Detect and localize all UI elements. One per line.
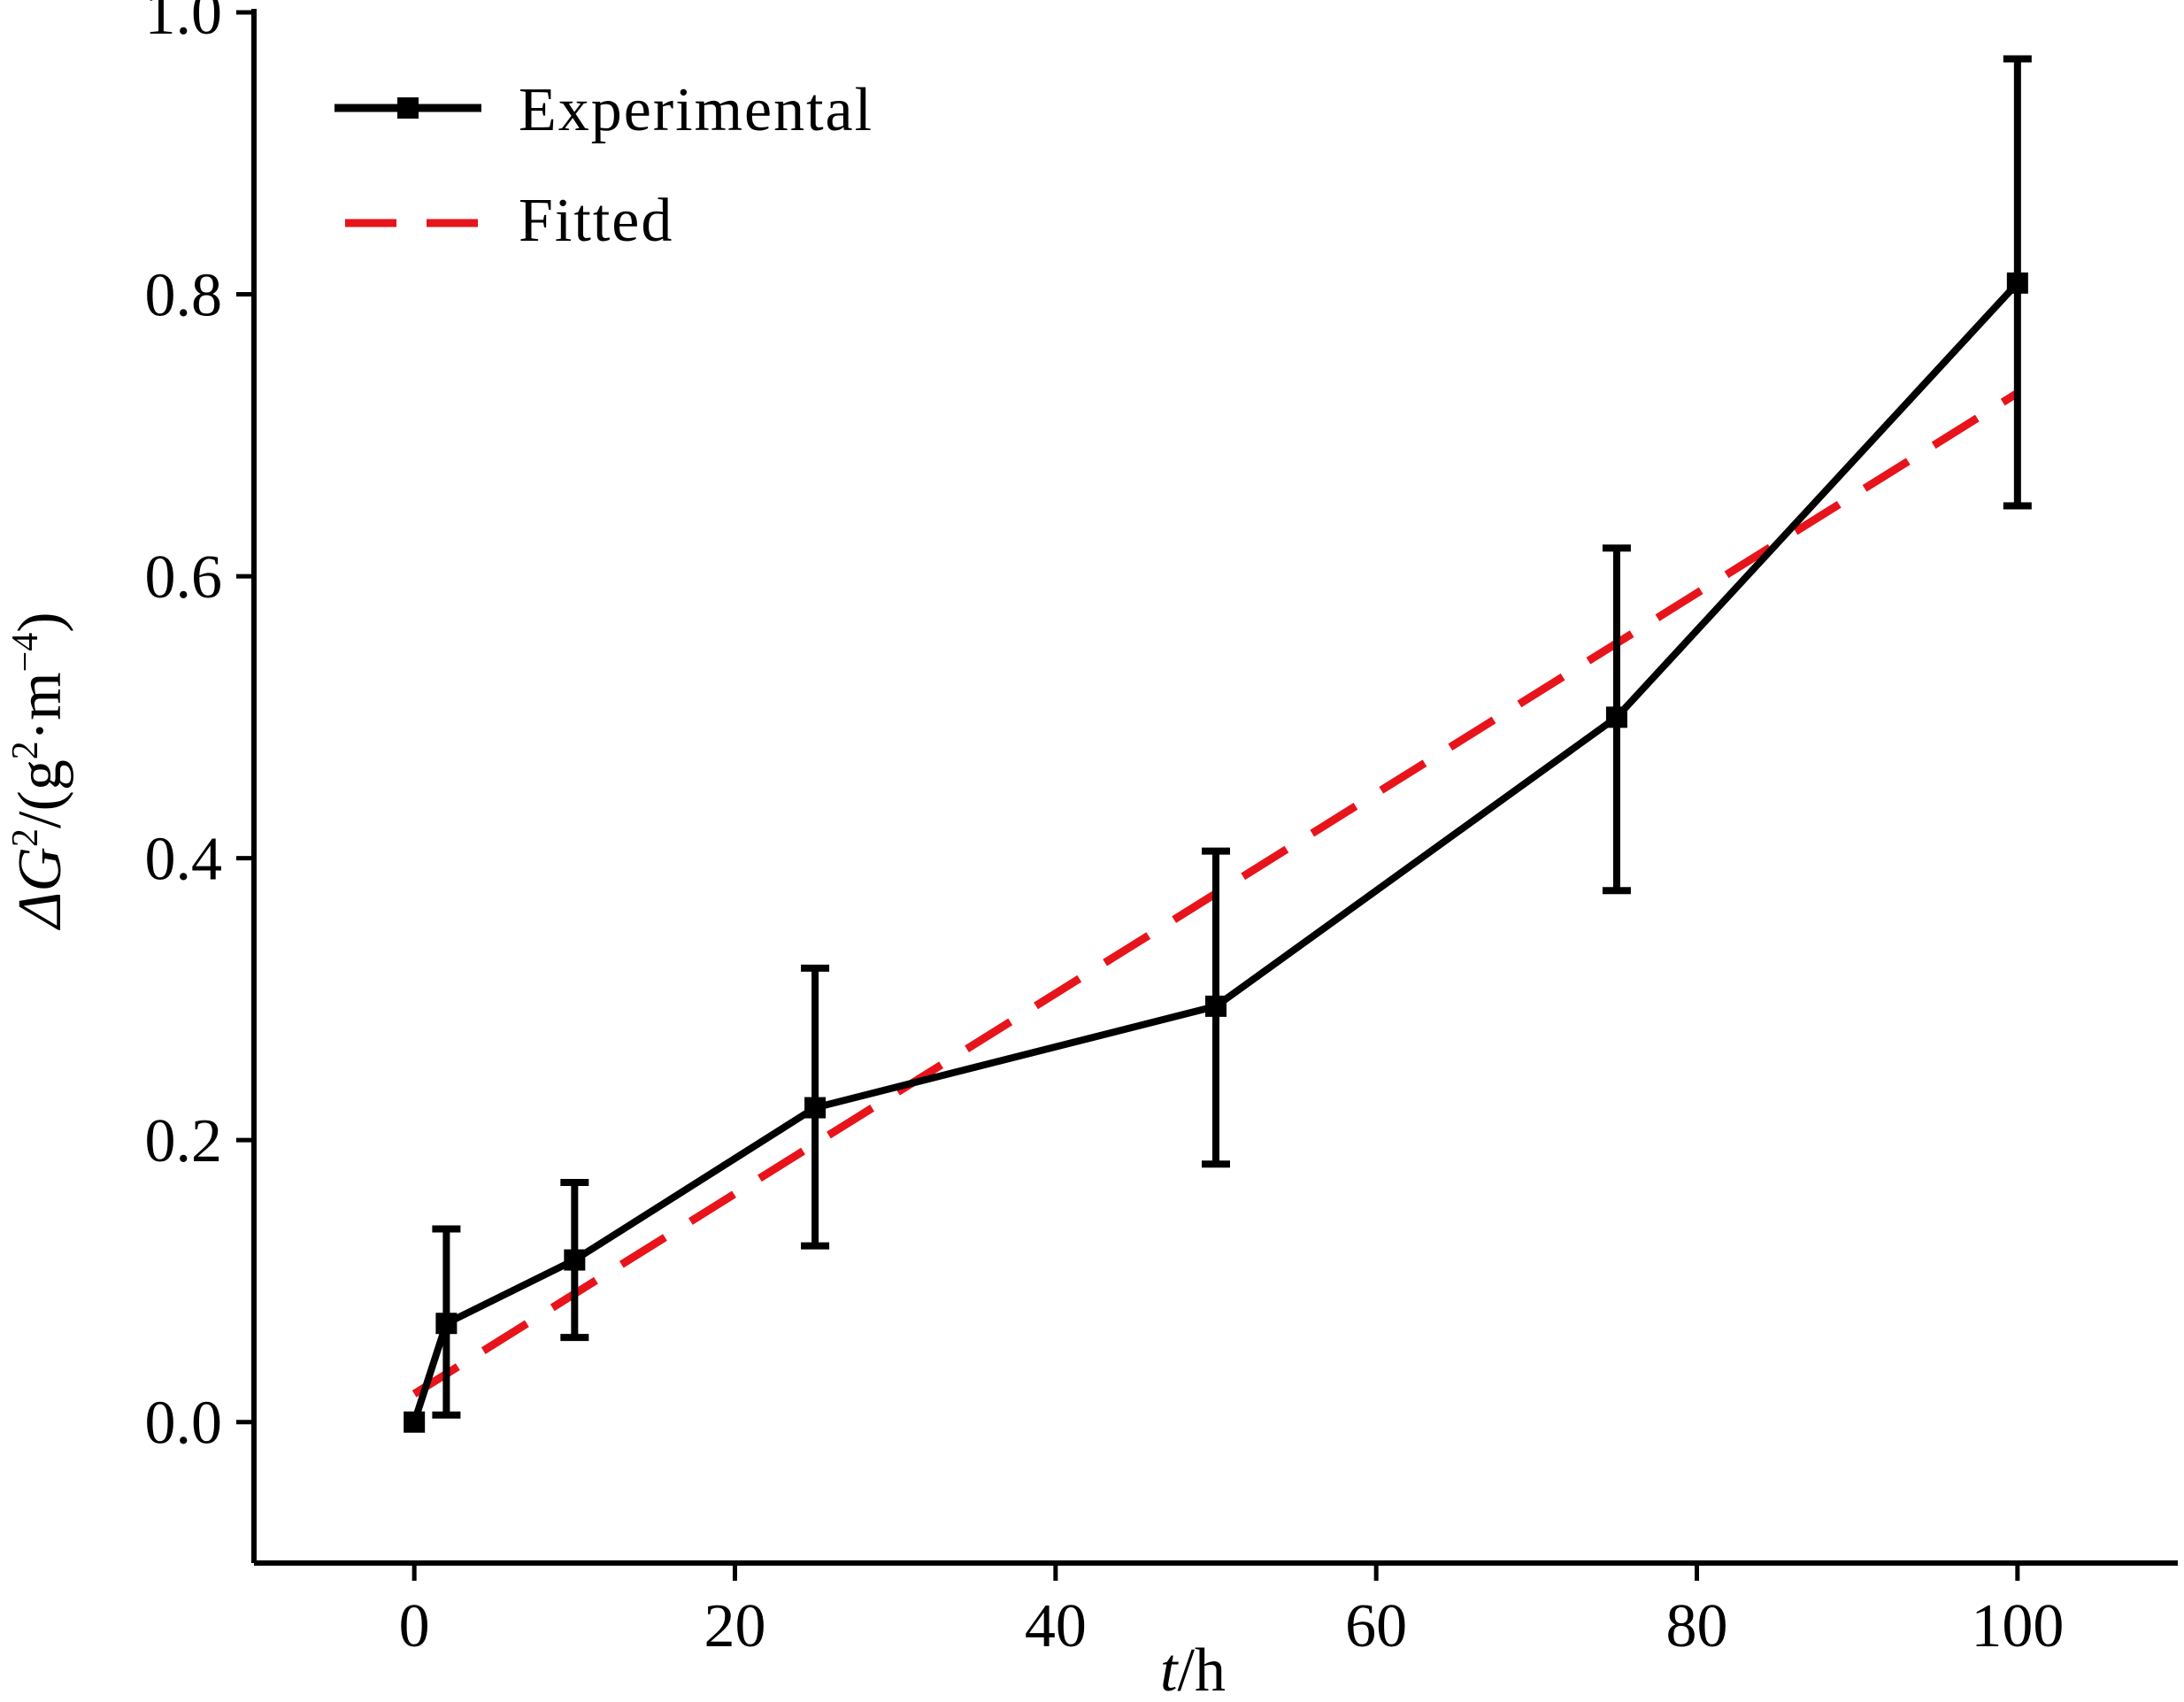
legend-fitted-label: Fitted [519,187,673,255]
x-tick-label: 20 [704,1592,766,1660]
x-tick-label: 80 [1666,1592,1728,1660]
experimental-point-marker [564,1249,586,1271]
series-layer [404,55,2032,1433]
y-tick-label: 0.0 [145,1390,223,1458]
x-axis-title-var: t [1160,1637,1179,1698]
y-tick-label: 0.6 [145,543,223,612]
y-axis-title: ΔG2/(g2·m−4) [5,612,74,930]
experimental-point-marker [435,1313,458,1335]
y-axis-title-unit: m [6,672,74,720]
legend-experimental-label: Experimental [519,76,873,144]
y-tick-label: 0.2 [145,1107,223,1175]
x-tick-label: 0 [399,1592,430,1660]
y-axis-title-sup1: 2 [5,828,46,847]
experimental-point-marker [1205,995,1227,1017]
y-axis-title-end: ) [6,612,74,632]
y-tick-label: 0.4 [145,826,223,894]
x-tick-label: 100 [1971,1592,2064,1660]
experimental-point-marker [2006,272,2028,294]
y-axis-title-main: ΔG [6,847,74,931]
y-tick-label: 1.0 [145,0,223,48]
legend-experimental-marker [397,97,419,119]
y-axis-title-sup2: 2 [5,741,46,759]
y-axis-title-sup3: −4 [5,633,46,673]
x-axis-title-unit: /h [1178,1637,1226,1698]
y-axis-title-mid: /(g [6,759,74,828]
axis-ticks: 0 20 40 60 80 100 0.0 0.2 0.4 0.6 0.8 1.0 [145,0,2065,1660]
y-axis-title-dot: · [6,720,74,741]
plot-frame [251,9,2178,1566]
x-tick-label: 40 [1025,1592,1087,1660]
experimental-point-marker [404,1411,426,1433]
legend: Experimental Fitted [335,76,873,255]
y-tick-label: 0.8 [145,262,223,330]
x-axis-title: t/h [1160,1637,1226,1698]
experimental-point-marker [804,1097,827,1119]
experimental-point-marker [1605,706,1627,728]
x-tick-label: 60 [1345,1592,1407,1660]
